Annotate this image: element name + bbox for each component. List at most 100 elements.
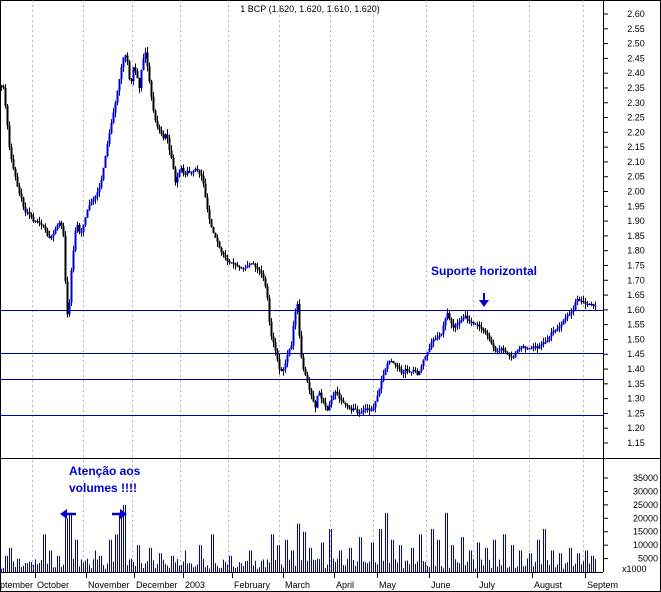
candle-body (44, 226, 47, 230)
arrow-left-icon (60, 509, 76, 519)
candle-body (250, 263, 253, 265)
candle-body (48, 235, 51, 239)
candle-body (6, 105, 9, 126)
time-tick-label: March (285, 580, 310, 590)
candle-body (424, 356, 427, 361)
price-tick-label: 2.45 (627, 53, 645, 63)
candle-body (466, 315, 469, 320)
candle-body (414, 370, 417, 372)
price-tick-label: 2.55 (627, 24, 645, 34)
price-tick-label: 1.15 (627, 438, 645, 448)
candle-body (194, 168, 197, 171)
support-label: Suporte horizontal (431, 264, 537, 278)
candle-body (102, 167, 105, 180)
candle-body (378, 388, 381, 396)
candle-body (140, 70, 143, 88)
volume-tick-label: 30000 (633, 486, 658, 496)
candle-body (578, 299, 581, 301)
candle-body (154, 110, 157, 121)
candle-body (500, 348, 503, 351)
candle-body (28, 212, 31, 215)
candle-body (116, 90, 119, 103)
candle-body (370, 410, 373, 412)
candle-body (520, 346, 523, 349)
candle-body (232, 262, 235, 264)
candle-body (320, 392, 323, 399)
candle-body (260, 270, 263, 274)
candle-body (216, 237, 219, 242)
candle-body (234, 263, 237, 265)
candle-body (334, 391, 337, 396)
candle-body (590, 303, 593, 305)
price-tick-label: 2.30 (627, 98, 645, 108)
candle-body (188, 170, 191, 173)
candle-body (306, 374, 309, 382)
candle-body (592, 303, 595, 306)
candle-body (246, 266, 249, 268)
candle-body (80, 232, 83, 234)
price-tick-label: 1.20 (627, 423, 645, 433)
volume-tick-label: 35000 (633, 473, 658, 483)
candle-body (162, 134, 165, 139)
candle-body (206, 197, 209, 210)
candle-body (84, 217, 87, 225)
candle-body (544, 342, 547, 344)
candle-body (254, 264, 257, 267)
candle-body (410, 371, 413, 373)
vertical-grid (32, 0, 584, 572)
candle-body (220, 247, 223, 253)
candle-body (420, 366, 423, 372)
candle-body (534, 346, 537, 348)
candle-body (76, 224, 79, 231)
candle-body (192, 170, 195, 173)
candle-body (542, 342, 545, 345)
candle-body (422, 360, 425, 367)
candle-body (40, 223, 43, 225)
candle-body (60, 222, 63, 227)
candle-body (446, 312, 449, 319)
candle-body (472, 321, 475, 324)
candle-body (360, 412, 363, 414)
candle-body (316, 395, 319, 408)
candle-body (398, 367, 401, 370)
candle-body (304, 369, 307, 375)
price-tick-label: 2.05 (627, 172, 645, 182)
candle-body (288, 349, 291, 356)
price-tick-label: 1.35 (627, 379, 645, 389)
candle-body (330, 399, 333, 405)
time-tick-label: July (479, 580, 496, 590)
candle-body (54, 229, 57, 234)
candle-body (586, 303, 589, 305)
candle-body (286, 355, 289, 364)
candle-body (464, 315, 467, 318)
candle-body (228, 261, 231, 263)
candle-body (468, 319, 471, 322)
candle-body (388, 361, 391, 364)
candle-body (10, 147, 13, 159)
candle-body (278, 359, 281, 370)
candle-body (576, 299, 579, 302)
candle-body (244, 267, 247, 269)
candle-body (142, 58, 145, 71)
candle-body (50, 236, 53, 239)
price-tick-label: 1.55 (627, 320, 645, 330)
candle-body (214, 232, 217, 238)
candle-body (530, 348, 533, 350)
price-tick-label: 2.00 (627, 187, 645, 197)
candle-body (480, 326, 483, 329)
candle-body (338, 392, 341, 399)
candle-body (362, 410, 365, 413)
candle-body (310, 389, 313, 396)
price-tick-label: 2.60 (627, 9, 645, 19)
time-tick-label: June (431, 580, 451, 590)
candle-body (412, 370, 415, 372)
candle-body (122, 57, 125, 68)
candle-body (354, 408, 357, 410)
candle-body (482, 328, 485, 331)
candle-body (266, 286, 269, 299)
candle-body (274, 342, 277, 351)
candle-body (0, 85, 3, 87)
candle-body (448, 312, 451, 319)
candle-body (2, 85, 5, 88)
